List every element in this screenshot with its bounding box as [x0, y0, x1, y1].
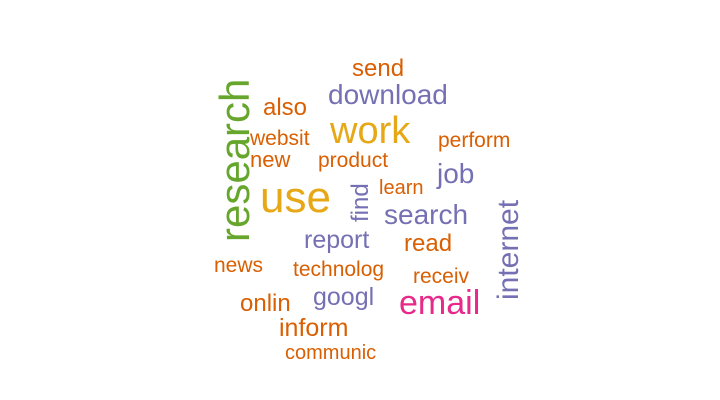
word-perform: perform [438, 129, 511, 152]
word-find: find [347, 183, 374, 222]
word-report: report [304, 226, 370, 254]
word-communic: communic [285, 342, 377, 364]
word-inform: inform [279, 314, 349, 342]
word-use: use [260, 173, 331, 222]
word-download: download [328, 79, 448, 110]
word-also: also [263, 94, 308, 121]
word-job: job [437, 158, 475, 189]
word-search: search [384, 199, 469, 230]
word-onlin: onlin [240, 290, 291, 317]
word-learn: learn [379, 177, 424, 199]
word-read: read [404, 230, 453, 257]
word-product: product [318, 149, 389, 172]
word-new: new [250, 147, 291, 172]
word-news: news [214, 254, 264, 277]
word-websit: websit [250, 127, 310, 150]
word-email: email [399, 284, 481, 322]
word-send: send [352, 55, 405, 82]
word-googl: googl [313, 283, 375, 311]
word-technolog: technolog [293, 258, 385, 281]
word-work: work [330, 110, 411, 152]
word-internet: internet [492, 199, 525, 300]
word-receiv: receiv [413, 265, 470, 288]
